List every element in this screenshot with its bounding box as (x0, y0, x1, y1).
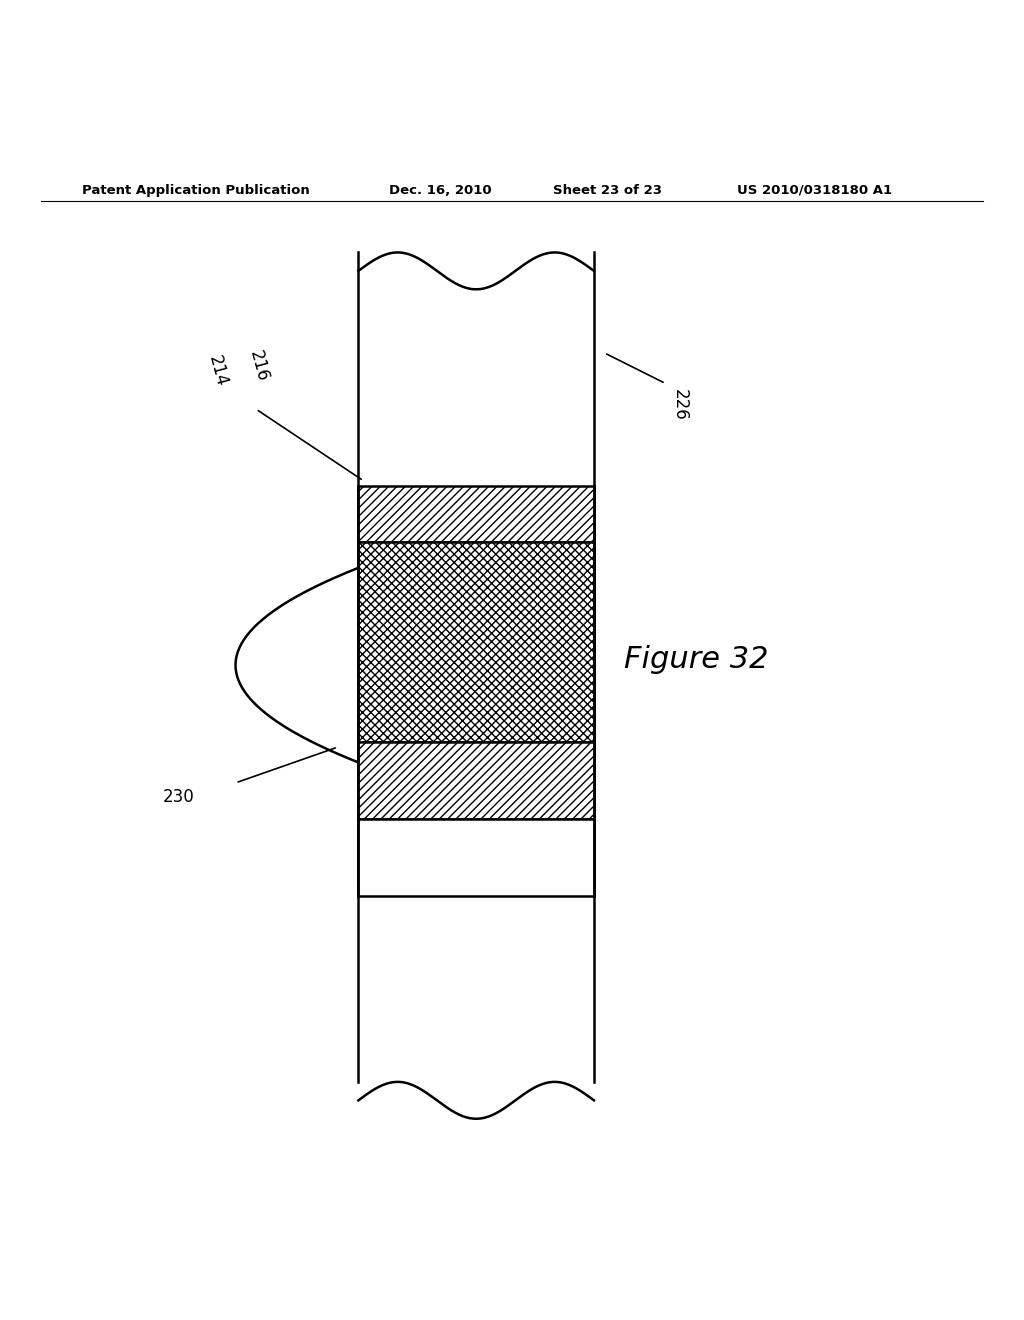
Text: 226: 226 (671, 388, 689, 420)
Bar (358, 742, 594, 818)
Text: Patent Application Publication: Patent Application Publication (82, 183, 309, 197)
Text: Figure 32: Figure 32 (624, 645, 769, 675)
Text: US 2010/0318180 A1: US 2010/0318180 A1 (737, 183, 892, 197)
Text: Sheet 23 of 23: Sheet 23 of 23 (553, 183, 662, 197)
Text: Dec. 16, 2010: Dec. 16, 2010 (389, 183, 492, 197)
Bar (358, 818, 594, 895)
Text: 214: 214 (205, 354, 230, 388)
Bar (358, 486, 594, 543)
Text: 216: 216 (246, 348, 271, 384)
Text: 230: 230 (163, 788, 195, 807)
Bar (358, 543, 594, 742)
